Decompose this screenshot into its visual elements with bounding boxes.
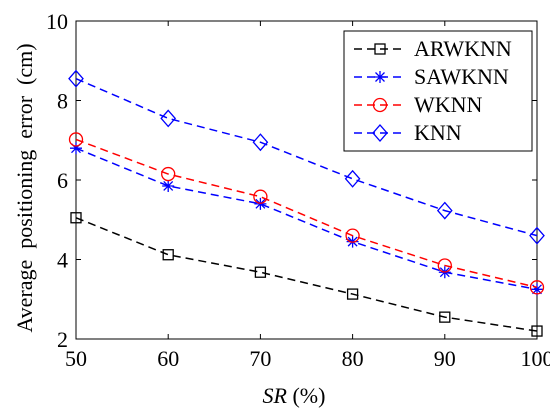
x-axis-ticks: 50 60 70 80 90 100 (65, 21, 550, 371)
legend-label: WKNN (414, 92, 483, 117)
data-point (70, 212, 82, 224)
legend-label: ARWKNN (414, 36, 512, 61)
legend: ARWKNN SAWKNN WKNN KNN (343, 30, 533, 152)
x-tick-label: 80 (342, 346, 364, 371)
legend-entry: SAWKNN (354, 64, 509, 89)
series-arwknn (70, 212, 543, 337)
y-axis-ticks: 2 4 6 8 10 (46, 9, 537, 352)
x-tick-label: 70 (249, 346, 271, 371)
data-point (162, 249, 174, 261)
data-point (439, 311, 451, 323)
data-point (253, 189, 268, 204)
series-line (75, 217, 538, 332)
data-point (68, 132, 84, 147)
data-point (531, 283, 543, 296)
legend-entry: KNN (354, 120, 462, 145)
series-line (75, 147, 538, 291)
data-point (437, 258, 452, 273)
legend-marker (374, 43, 386, 55)
data-point (254, 197, 267, 210)
x-axis-title: SR (%) (263, 383, 326, 408)
x-tick-label: 60 (157, 346, 179, 371)
x-axis-title-italic: SR (263, 383, 288, 408)
y-tick-label: 6 (57, 168, 68, 193)
series-wknn (68, 132, 545, 295)
series-group (68, 69, 545, 337)
data-point (436, 201, 453, 220)
data-point (252, 133, 269, 152)
legend-entry: ARWKNN (354, 36, 512, 61)
legend-marker (372, 124, 388, 142)
y-tick-label: 2 (57, 327, 68, 352)
data-point (161, 166, 176, 182)
data-point (531, 325, 543, 337)
legend-entry: WKNN (354, 92, 483, 117)
legend-marker (372, 97, 388, 113)
data-point (344, 169, 361, 188)
y-axis-title: Average positioning error (cm) (12, 43, 37, 332)
legend-marker (374, 71, 386, 83)
series-line (75, 77, 538, 237)
legend-label: SAWKNN (414, 64, 509, 89)
data-point (346, 288, 359, 300)
data-point (254, 266, 267, 278)
y-tick-label: 8 (57, 89, 68, 114)
x-tick-label: 100 (521, 346, 550, 371)
data-point (160, 109, 177, 128)
x-axis-title-rest: (%) (287, 383, 325, 408)
x-tick-label: 90 (434, 346, 456, 371)
y-tick-label: 10 (46, 9, 68, 34)
legend-label: KNN (414, 120, 462, 145)
data-point (529, 226, 545, 245)
series-line (75, 138, 538, 289)
data-point (68, 69, 84, 88)
y-tick-label: 4 (57, 248, 68, 273)
data-point (345, 228, 360, 243)
data-point (70, 142, 82, 155)
x-tick-label: 50 (65, 346, 87, 371)
data-point (162, 179, 175, 192)
data-point (529, 280, 545, 295)
series-knn (68, 69, 545, 245)
